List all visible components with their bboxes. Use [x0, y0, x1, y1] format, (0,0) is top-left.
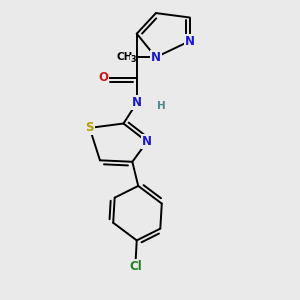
Text: Cl: Cl	[129, 260, 142, 273]
Text: N: N	[185, 34, 195, 48]
Text: H: H	[158, 101, 166, 111]
Text: CH: CH	[117, 52, 133, 62]
Text: O: O	[98, 71, 108, 84]
Text: N: N	[142, 135, 152, 148]
Text: N: N	[132, 96, 142, 110]
Text: N: N	[151, 51, 161, 64]
Text: S: S	[85, 122, 94, 134]
Text: 3: 3	[130, 55, 136, 64]
